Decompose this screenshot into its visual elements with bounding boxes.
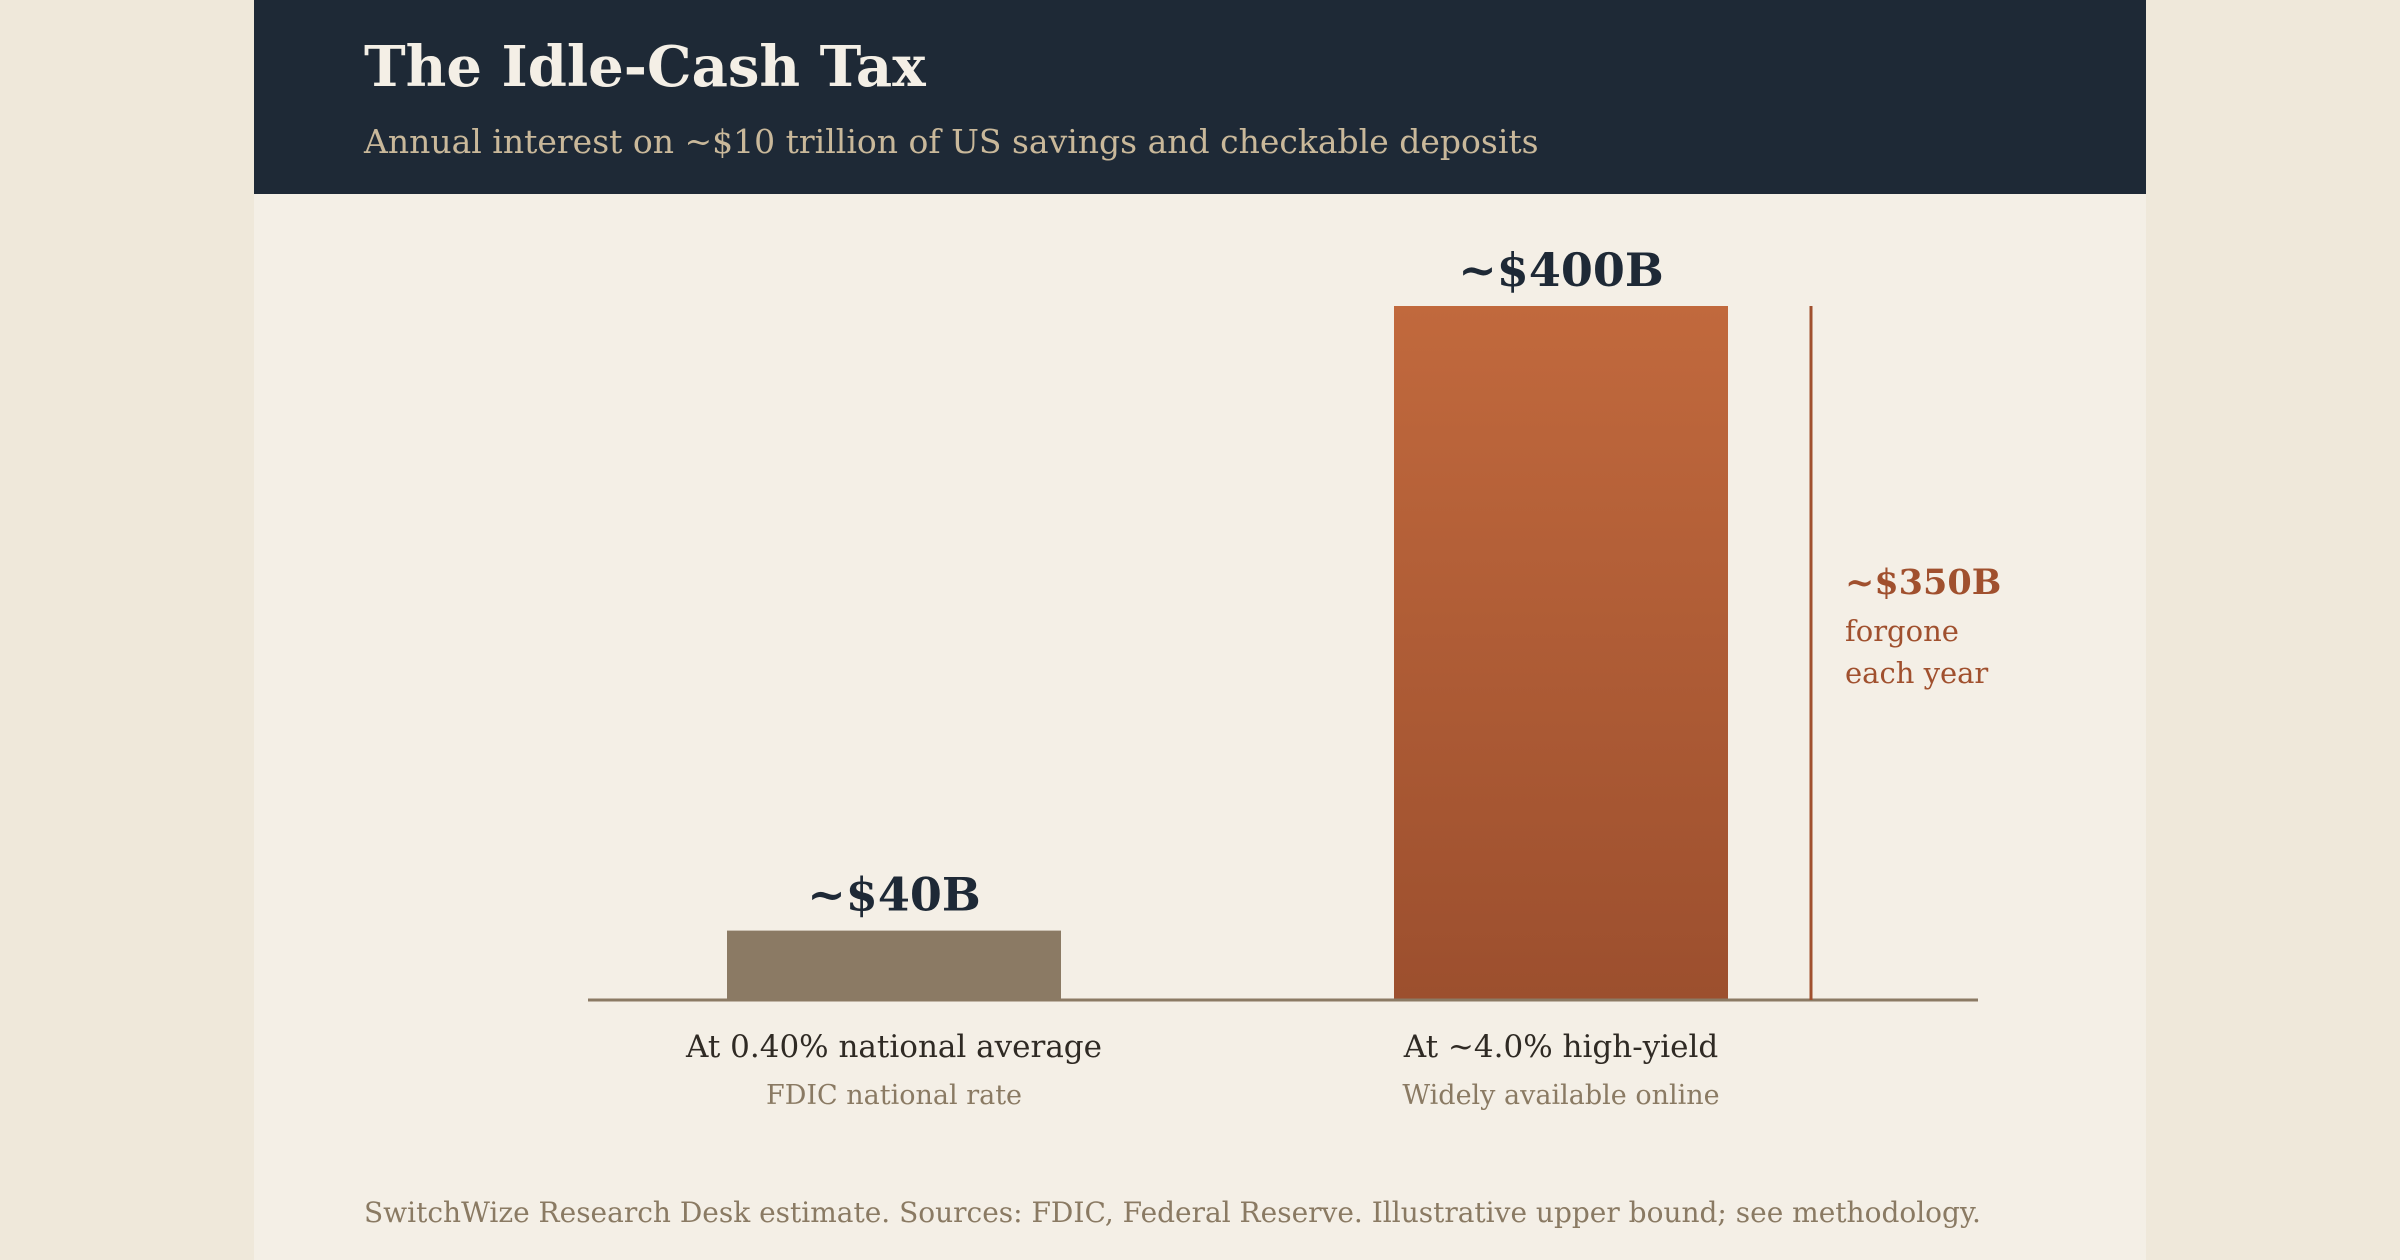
bar-chart: ~$40B ~$400B At 0.40% national average F…: [588, 243, 2001, 1111]
bar-national-average: [727, 930, 1061, 1000]
forgone-caption-line-1: forgone: [1845, 614, 1959, 648]
value-label-high-yield: ~$400B: [1458, 243, 1663, 297]
bar-high-yield: [1394, 306, 1728, 1000]
forgone-caption-line-2: each year: [1845, 656, 1988, 690]
forgone-amount-label: ~$350B: [1845, 562, 2001, 603]
category-label-high-yield: At ~4.0% high-yield: [1403, 1029, 1718, 1065]
category-label-national-average: At 0.40% national average: [685, 1029, 1102, 1065]
category-sublabel-national-average: FDIC national rate: [766, 1080, 1022, 1111]
header-banner: The Idle-Cash Tax Annual interest on ~$1…: [254, 0, 2146, 194]
category-sublabel-high-yield: Widely available online: [1402, 1080, 1719, 1111]
chart-card: The Idle-Cash Tax Annual interest on ~$1…: [254, 0, 2146, 1260]
chart-subtitle: Annual interest on ~$10 trillion of US s…: [364, 122, 1539, 161]
chart-title: The Idle-Cash Tax: [364, 34, 926, 100]
value-label-national-average: ~$40B: [807, 868, 980, 922]
source-note: SwitchWize Research Desk estimate. Sourc…: [364, 1196, 1981, 1229]
